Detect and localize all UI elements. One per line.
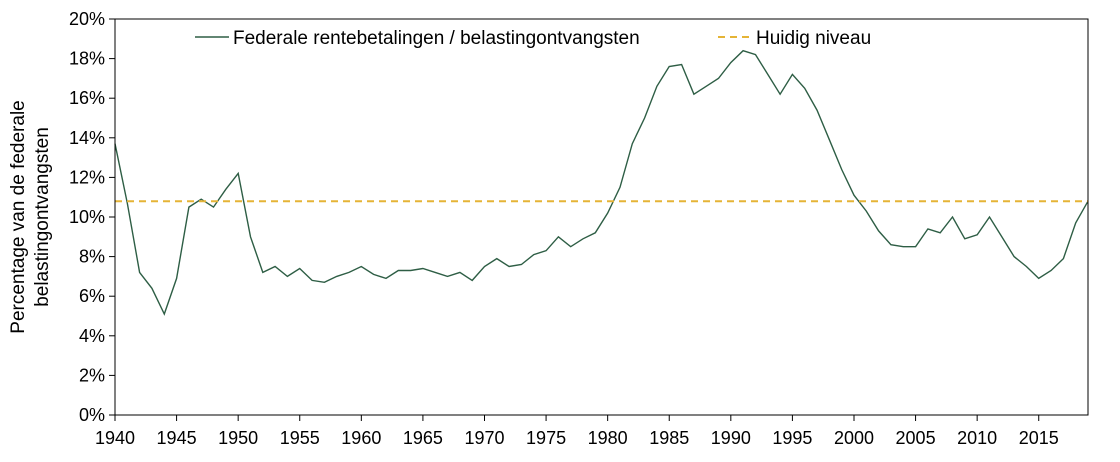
series-layer [114, 49, 1089, 316]
x-tick-label: 1950 [218, 428, 258, 448]
x-tick-label: 1990 [711, 428, 751, 448]
y-axis-title: Percentage van de federale belastingontv… [8, 100, 53, 333]
y-tick-label: 20% [69, 9, 105, 29]
legend-label: Federale rentebetalingen / belastingontv… [233, 28, 640, 49]
y-tick-label: 14% [69, 128, 105, 148]
legend-label: Huidig niveau [756, 28, 871, 49]
y-axis-title-line-2: belastingontvangsten [32, 127, 53, 307]
x-tick-label: 1995 [772, 428, 812, 448]
x-tick-label: 2005 [896, 428, 936, 448]
x-tick-label: 1945 [157, 428, 197, 448]
x-tick-label: 1970 [464, 428, 504, 448]
y-tick-label: 8% [79, 247, 105, 267]
y-tick-label: 10% [69, 207, 105, 227]
x-tick-label: 1980 [588, 428, 628, 448]
y-axis: 0% 2% 4% 6% 8% 10% 12% 14% 16% 18% 20% [69, 9, 115, 425]
y-tick-label: 2% [79, 365, 105, 385]
y-tick-label: 4% [79, 326, 105, 346]
main-line-series [114, 49, 1089, 316]
y-tick-label: 12% [69, 167, 105, 187]
x-tick-label: 1955 [280, 428, 320, 448]
plot-area [114, 18, 1089, 416]
y-tick-label: 18% [69, 49, 105, 69]
y-tick-label: 6% [79, 286, 105, 306]
x-tick-label: 1960 [341, 428, 381, 448]
x-tick-label: 2015 [1019, 428, 1059, 448]
x-tick-label: 2010 [957, 428, 997, 448]
legend: Federale rentebetalingen / belastingontv… [195, 28, 871, 49]
x-axis: 1940 1945 1950 1955 1960 1965 1970 1975 1980 1985… [95, 415, 1059, 448]
x-tick-label: 1965 [403, 428, 443, 448]
y-tick-label: 16% [69, 88, 105, 108]
x-tick-label: 1985 [649, 428, 689, 448]
y-axis-title-line-1: Percentage van de federale [8, 100, 29, 333]
x-tick-label: 2000 [834, 428, 874, 448]
x-tick-label: 1975 [526, 428, 566, 448]
y-tick-label: 0% [79, 405, 105, 425]
x-tick-label: 1940 [95, 428, 135, 448]
